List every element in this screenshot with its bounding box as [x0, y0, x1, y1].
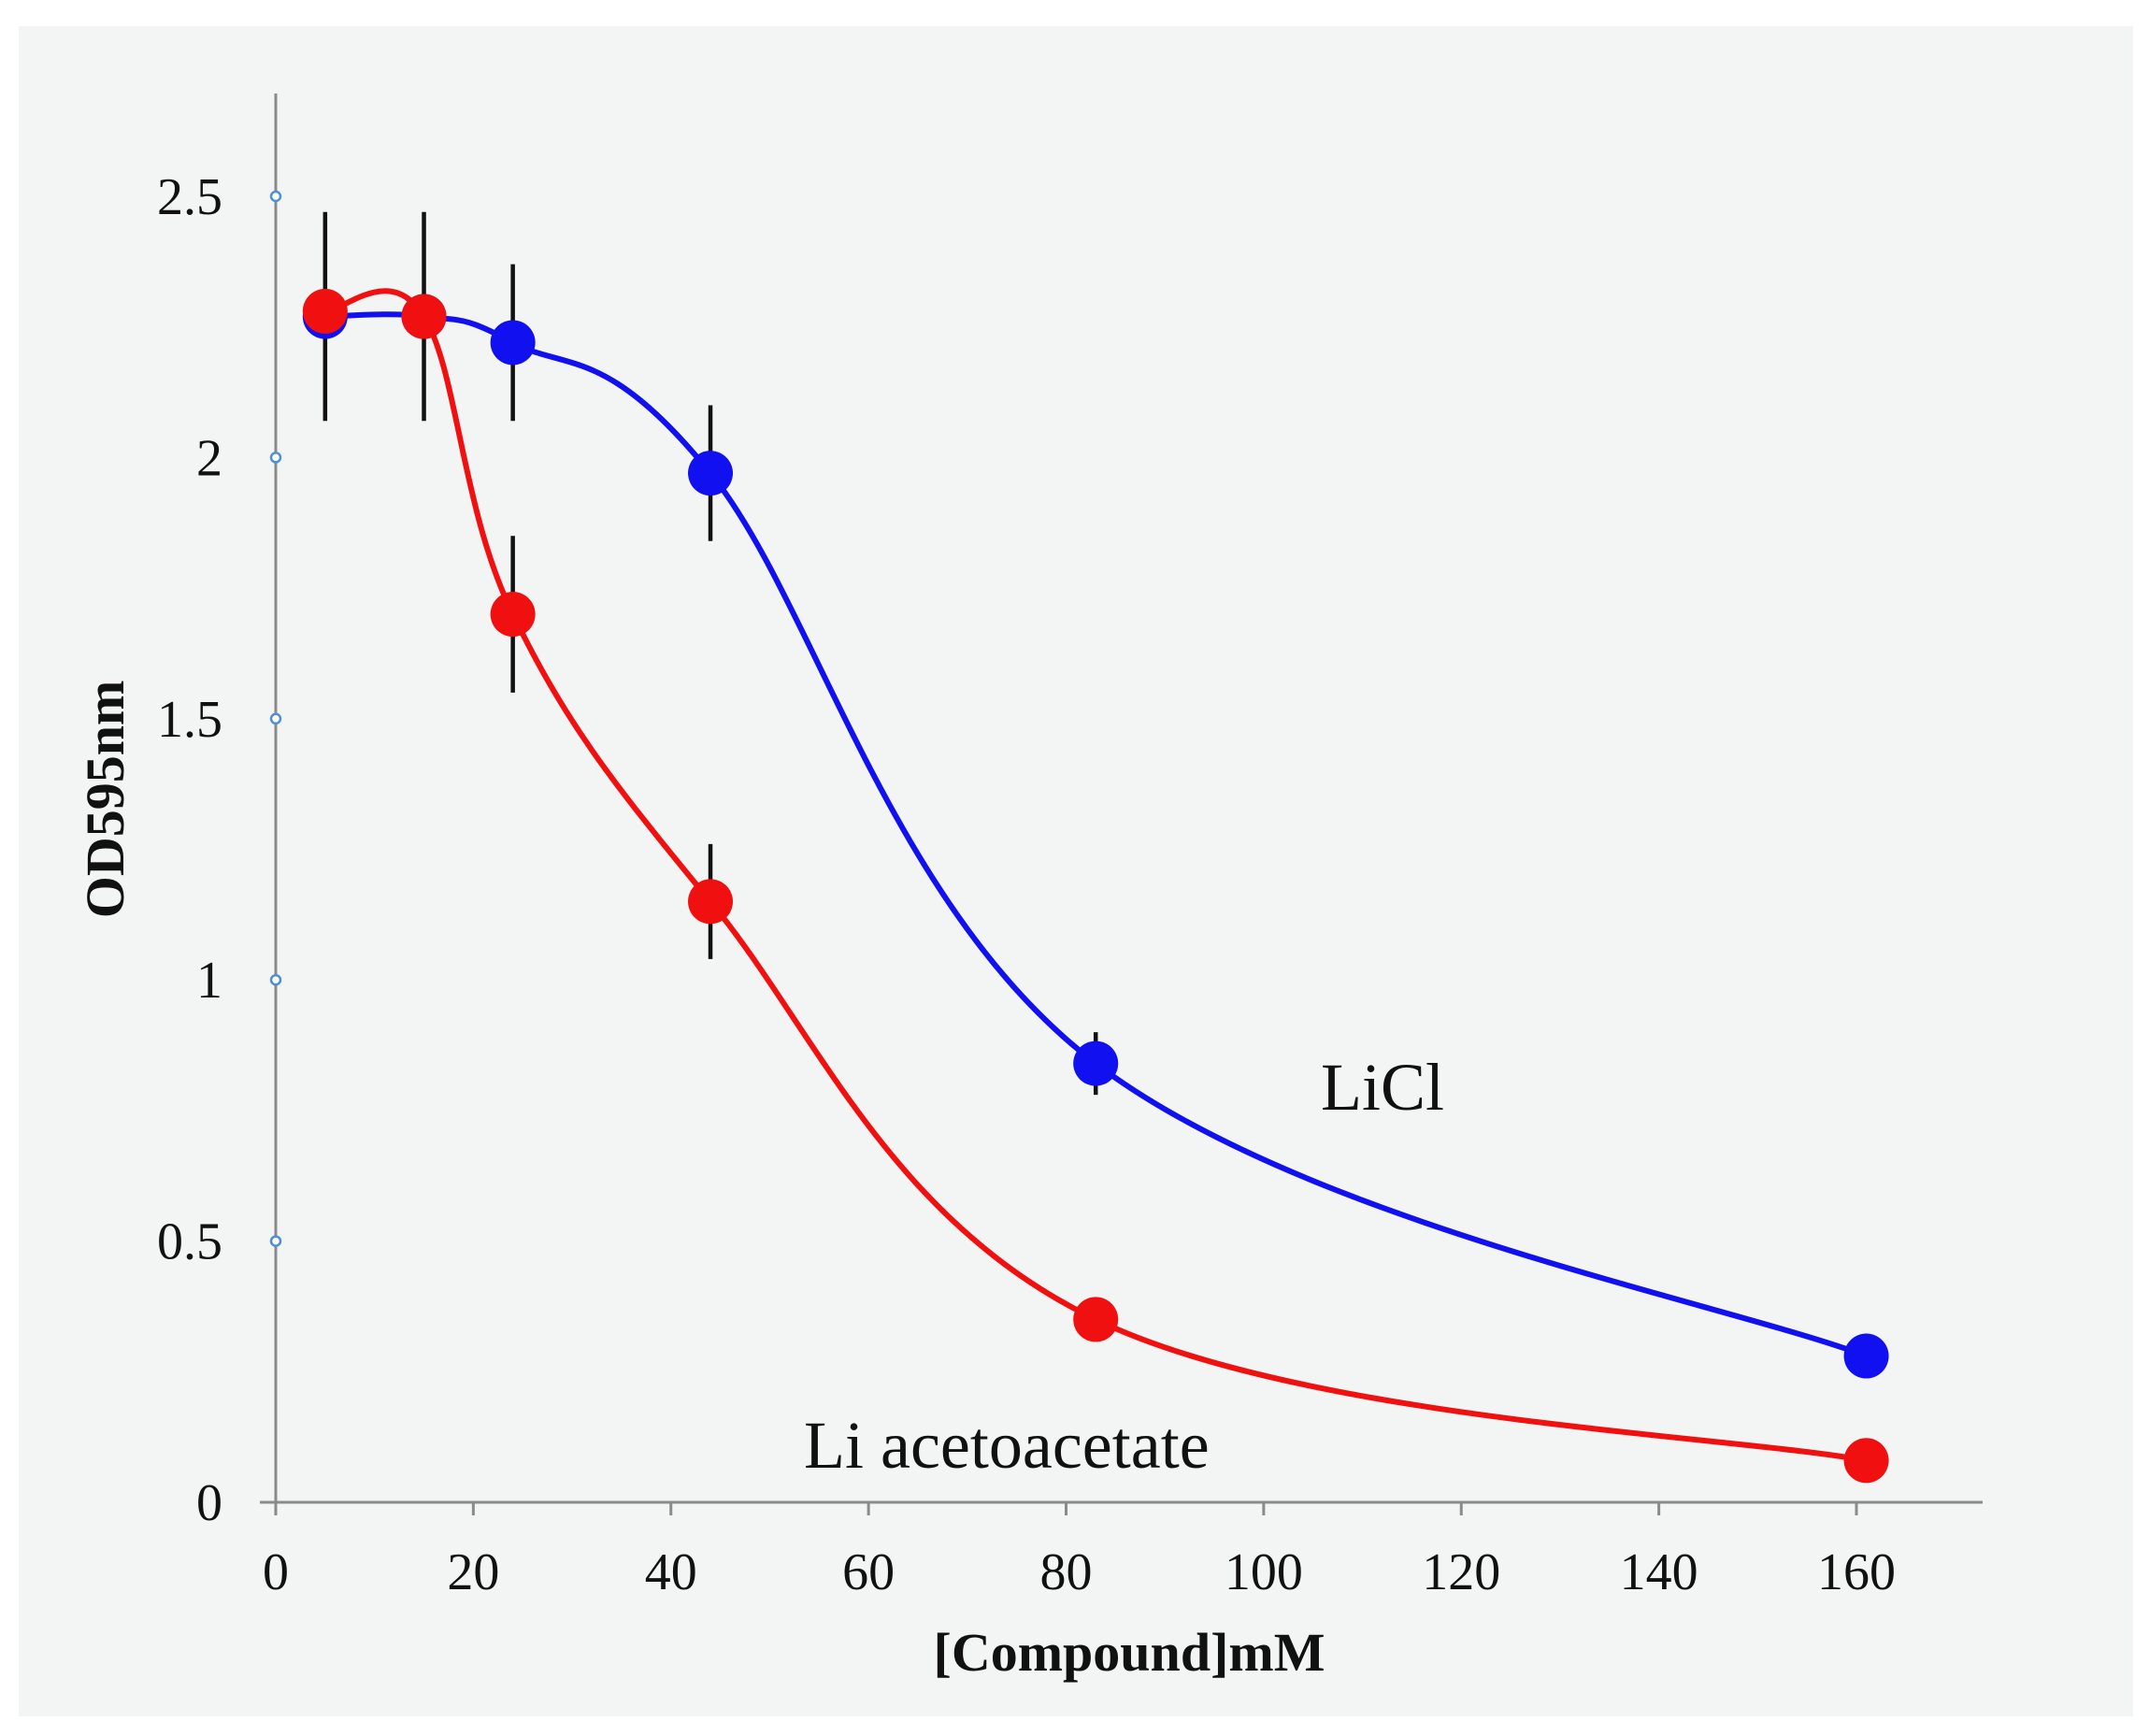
data-point-li-acetoacetate	[688, 879, 734, 925]
data-point-licl	[1073, 1040, 1119, 1086]
data-point-li-acetoacetate	[1073, 1297, 1119, 1342]
x-tick-label: 80	[1040, 1543, 1093, 1601]
data-point-licl	[688, 451, 734, 496]
data-point-licl	[1843, 1333, 1889, 1379]
x-tick-label: 60	[842, 1543, 895, 1601]
x-tick-label: 40	[645, 1543, 697, 1601]
series-line-licl	[324, 311, 1868, 1359]
data-point-li-acetoacetate	[401, 294, 447, 339]
y-tick-marker	[269, 452, 282, 464]
y-tick-label: 1	[196, 952, 222, 1010]
x-tick-label: 20	[447, 1543, 499, 1601]
data-point-li-acetoacetate	[302, 288, 348, 334]
data-point-licl	[490, 320, 536, 366]
axes	[260, 93, 1983, 1504]
x-ticks: 0 20 40 60 80 100 120 140 160	[263, 1502, 1896, 1601]
x-tick-label: 140	[1620, 1543, 1698, 1601]
x-tick-label: 100	[1225, 1543, 1303, 1601]
data-point-li-acetoacetate	[1843, 1438, 1889, 1484]
data-points	[302, 288, 1889, 1484]
x-axis-title: [Compound]mM	[934, 1622, 1325, 1683]
x-tick-label: 160	[1817, 1543, 1896, 1601]
chart-background	[19, 26, 2133, 1716]
y-tick-marker	[269, 712, 282, 725]
y-ticks: 0 0.5 1 1.5 2 2.5	[157, 168, 282, 1532]
x-tick-label: 120	[1422, 1543, 1500, 1601]
y-tick-label: 2.5	[157, 168, 222, 226]
x-tick-label: 0	[263, 1543, 289, 1601]
series-label-li-acetoacetate: Li acetoacetate	[804, 1408, 1210, 1483]
y-tick-marker	[269, 1235, 282, 1247]
y-tick-label: 1.5	[157, 691, 222, 749]
y-axis-title: OD595nm	[75, 681, 136, 919]
y-tick-label: 0.5	[157, 1213, 222, 1271]
data-point-li-acetoacetate	[490, 592, 536, 638]
series-label-licl: LiCl	[1321, 1050, 1444, 1125]
y-tick-marker	[269, 973, 282, 986]
y-tick-marker	[269, 190, 282, 203]
y-tick-label: 0	[196, 1474, 222, 1532]
y-tick-label: 2	[196, 429, 222, 487]
